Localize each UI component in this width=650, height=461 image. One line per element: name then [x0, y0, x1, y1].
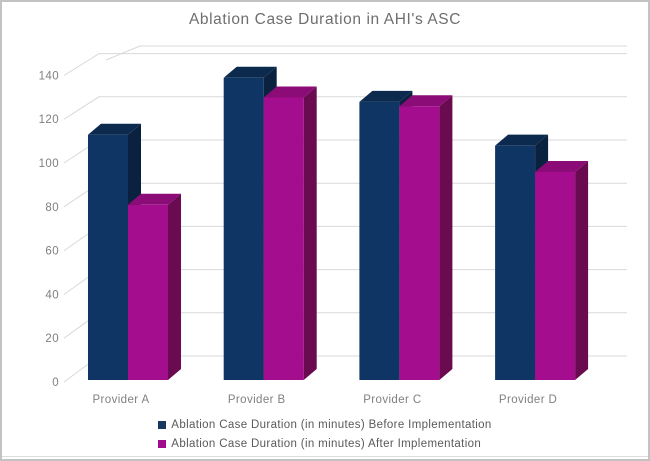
y-axis-tick-label: 40	[45, 289, 59, 301]
y-axis-tick-label: 0	[52, 377, 59, 389]
gridline	[63, 96, 627, 120]
category-label: Provider C	[363, 394, 421, 406]
bar-top-face	[495, 134, 549, 146]
legend-label-after: Ablation Case Duration (in minutes) Afte…	[171, 437, 482, 450]
legend-item-before: Ablation Case Duration (in minutes) Befo…	[158, 415, 491, 434]
legend-swatch-after-icon	[158, 439, 167, 448]
y-axis-tick-label: 80	[45, 202, 59, 214]
chart-title: Ablation Case Duration in AHI's ASC	[188, 11, 462, 28]
bar-top-face	[88, 123, 141, 135]
bar-front-face	[263, 97, 304, 381]
bar-side-face	[439, 95, 453, 380]
category-label: Provider B	[228, 394, 286, 406]
gridline	[63, 53, 627, 76]
bar-front-face	[535, 171, 576, 380]
legend: Ablation Case Duration (in minutes) Befo…	[2, 415, 648, 453]
bar-front-face	[88, 134, 128, 380]
bar-top-face	[399, 95, 453, 107]
bar-front-face	[128, 204, 168, 380]
bar-top-face	[263, 86, 317, 98]
category-label: Provider A	[92, 394, 149, 406]
bar-side-face	[168, 193, 181, 380]
legend-label-before: Ablation Case Duration (in minutes) Befo…	[171, 418, 492, 431]
bar-top-face	[128, 193, 181, 205]
y-axis-tick-label: 60	[45, 246, 59, 258]
chart-bottom-border	[2, 456, 648, 457]
bar-top-face	[535, 160, 589, 172]
bar-front-face	[495, 145, 536, 380]
y-axis-tick-label: 140	[39, 70, 59, 82]
bar-front-face	[223, 77, 264, 380]
bar-top-face	[359, 90, 413, 102]
bar-side-face	[303, 86, 317, 381]
category-label: Provider D	[499, 394, 557, 406]
bar-front-face	[359, 101, 400, 381]
legend-item-after: Ablation Case Duration (in minutes) Afte…	[158, 434, 481, 453]
bar-front-face	[399, 106, 440, 380]
bar-side-face	[575, 160, 589, 380]
wall-top-edge	[105, 45, 627, 61]
legend-swatch-before-icon	[158, 420, 167, 429]
y-axis-tick-label: 120	[39, 114, 59, 126]
bar-top-face	[223, 66, 277, 78]
y-axis-tick-label: 20	[45, 333, 59, 345]
y-axis-tick-label: 100	[39, 158, 59, 170]
